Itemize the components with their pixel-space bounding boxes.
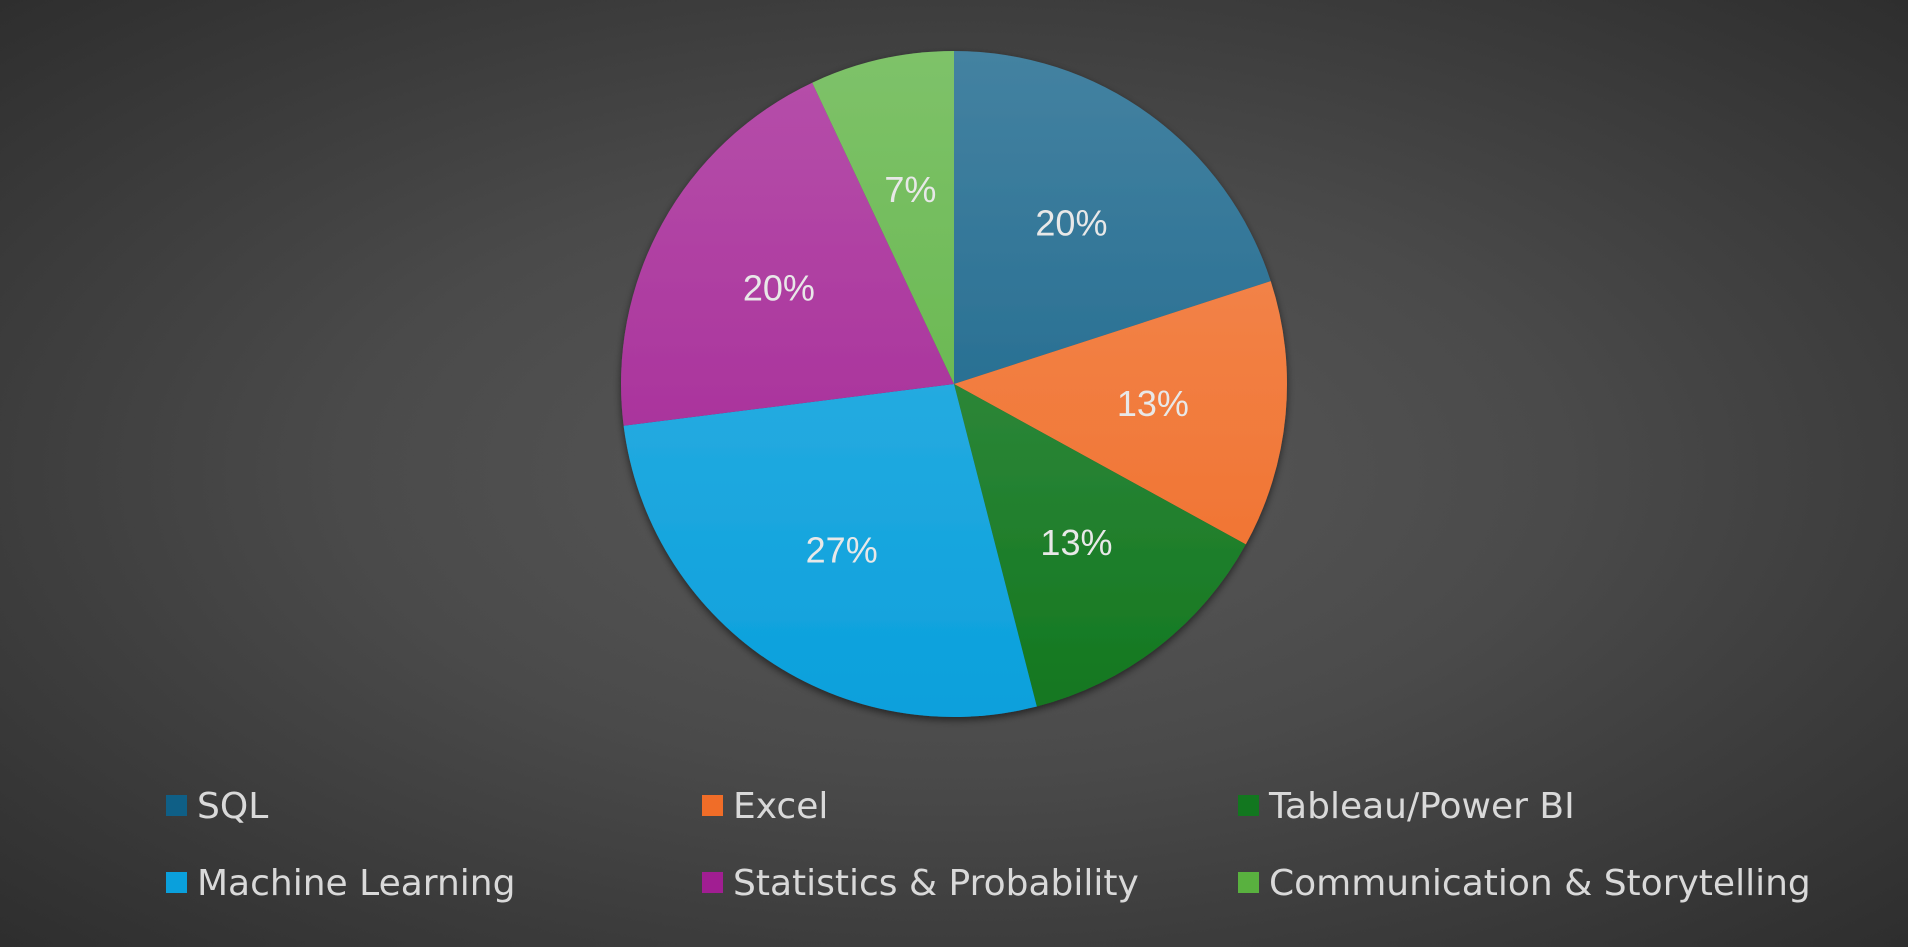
legend-item-sql: SQL <box>166 786 268 827</box>
legend-swatch-tableau-power-bi <box>1238 795 1259 816</box>
legend: SQL Excel Tableau/Power BI Machine Learning… <box>166 786 1811 904</box>
data-label-machine-learning: 27% <box>806 529 878 570</box>
pie-slice-communication-and-storytelling <box>812 51 954 384</box>
legend-swatch-statistics-and-probability <box>702 872 723 893</box>
legend-swatch-machine-learning <box>166 872 187 893</box>
data-label-excel: 13% <box>1117 383 1189 424</box>
legend-label-machine-learning: Machine Learning <box>197 863 515 904</box>
pie-data-labels: 20% 13% 13% 27% 20% 7% <box>743 169 1189 570</box>
legend-swatch-excel <box>702 795 723 816</box>
data-label-tableau-power-bi: 13% <box>1040 522 1112 563</box>
pie-slice-statistics-and-probability <box>620 82 954 426</box>
data-label-communication-and-storytelling: 7% <box>884 169 936 210</box>
legend-label-communication-and-storytelling: Communication & Storytelling <box>1269 863 1811 904</box>
data-label-statistics-and-probability: 20% <box>743 268 815 309</box>
pie-slice-excel <box>954 281 1287 545</box>
legend-item-statistics-and-probability: Statistics & Probability <box>702 863 1139 904</box>
pie-slice-sql <box>954 51 1271 384</box>
legend-label-sql: SQL <box>197 786 268 827</box>
legend-label-tableau-power-bi: Tableau/Power BI <box>1268 786 1575 827</box>
pie-slices <box>620 51 1287 718</box>
data-label-sql: 20% <box>1035 202 1107 243</box>
pie-slice-machine-learning <box>623 384 1037 718</box>
pie-slice-tableau-power-bi <box>954 384 1246 707</box>
legend-item-machine-learning: Machine Learning <box>166 863 515 904</box>
legend-item-tableau-power-bi: Tableau/Power BI <box>1238 786 1575 827</box>
legend-swatch-sql <box>166 795 187 816</box>
legend-item-communication-and-storytelling: Communication & Storytelling <box>1238 863 1811 904</box>
legend-label-excel: Excel <box>733 786 828 827</box>
legend-swatch-communication-and-storytelling <box>1238 872 1259 893</box>
legend-item-excel: Excel <box>702 786 828 827</box>
legend-label-statistics-and-probability: Statistics & Probability <box>733 863 1139 904</box>
